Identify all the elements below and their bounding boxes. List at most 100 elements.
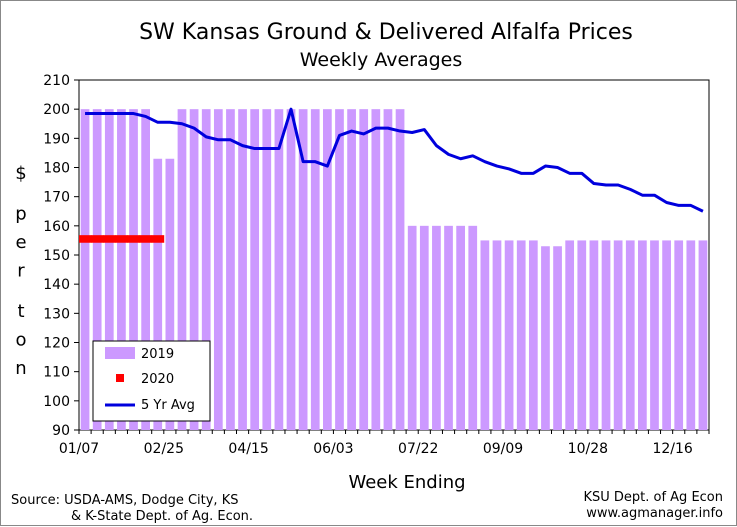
- bar-2019: [177, 109, 187, 431]
- bar-2019: [395, 109, 405, 431]
- bar-2020: [151, 235, 165, 243]
- bars-2020-group: [79, 235, 165, 243]
- bar-2019: [117, 109, 126, 431]
- legend-swatch-2020: [116, 374, 124, 382]
- bar-2019: [577, 240, 587, 430]
- bar-2020: [139, 235, 153, 243]
- bar-2019: [213, 109, 223, 431]
- bar-2019: [286, 109, 296, 431]
- legend-label-2020: 2020: [141, 372, 174, 387]
- legend: 2019 2020 5 Yr Avg: [92, 340, 211, 422]
- bar-2019: [468, 225, 478, 430]
- y-axis: 90 100 110 120 130 140 150 160 170 180 190 200 210: [43, 73, 79, 439]
- x-tick-label: 12/16: [652, 441, 692, 457]
- bar-2019: [335, 109, 344, 431]
- bar-2019: [141, 109, 150, 431]
- y-axis-label-glyph: n: [15, 358, 26, 379]
- x-tick-label: 09/09: [483, 441, 523, 457]
- bar-2019: [419, 225, 429, 430]
- legend-label-5yr: 5 Yr Avg: [141, 398, 195, 413]
- credit-line-1: KSU Dept. of Ag Econ: [583, 490, 723, 505]
- bar-2019: [189, 109, 199, 431]
- y-tick-label: 120: [43, 336, 70, 352]
- bar-2019: [310, 109, 320, 431]
- y-tick-label: 170: [43, 190, 70, 206]
- x-tick-label: 02/25: [144, 441, 184, 457]
- bar-2019: [528, 240, 538, 430]
- y-tick-label: 200: [43, 102, 70, 118]
- bar-2019: [80, 109, 90, 431]
- bar-2019: [686, 240, 696, 430]
- source-line-1: Source: USDA-AMS, Dodge City, KS: [11, 493, 238, 508]
- bar-2019: [613, 240, 623, 430]
- x-tick-label: 04/15: [228, 441, 268, 457]
- bar-2019: [553, 246, 562, 430]
- bar-2019: [638, 240, 647, 430]
- bar-2019: [104, 109, 114, 431]
- y-tick-label: 110: [43, 365, 70, 381]
- y-tick-label: 130: [43, 306, 70, 322]
- bar-2020: [127, 235, 140, 243]
- bar-2019: [504, 240, 514, 430]
- y-tick-label: 100: [43, 394, 70, 410]
- y-tick-label: 140: [43, 277, 70, 293]
- bar-2019: [153, 158, 163, 430]
- y-axis-label-glyph: e: [15, 232, 26, 253]
- bar-2019: [625, 240, 635, 430]
- legend-swatch-2019: [105, 347, 135, 359]
- chart-subtitle: Weekly Averages: [300, 49, 463, 71]
- bar-2019: [298, 109, 308, 431]
- y-axis-label-glyph: p: [15, 204, 26, 225]
- bars-2019-group: [80, 109, 708, 431]
- bar-2019: [662, 240, 671, 430]
- line-5yr-avg: [85, 107, 704, 213]
- bar-2019: [492, 240, 502, 430]
- y-tick-label: 210: [43, 73, 70, 89]
- bar-2019: [165, 158, 175, 430]
- bar-2019: [274, 109, 284, 431]
- x-axis: 01/07 02/25 04/15 06/03 07/22 09/09 10/28 12/16: [59, 430, 710, 457]
- x-tick-label: 01/07: [59, 441, 99, 457]
- y-tick-label: 180: [43, 161, 70, 177]
- y-axis-label-glyph: r: [17, 261, 25, 282]
- bar-2019: [323, 109, 332, 431]
- y-tick-label: 160: [43, 219, 70, 235]
- bar-2019: [480, 240, 490, 430]
- bar-2019: [516, 240, 526, 430]
- bar-2020: [103, 235, 116, 243]
- bar-2019: [250, 109, 260, 431]
- y-tick-label: 90: [52, 423, 70, 439]
- bar-2019: [201, 109, 211, 431]
- credit-line-2: www.agmanager.info: [586, 506, 723, 521]
- bar-2019: [371, 109, 381, 431]
- x-tick-label: 10/28: [568, 441, 608, 457]
- bar-2019: [541, 246, 550, 430]
- bar-2019: [432, 225, 441, 430]
- bar-2019: [262, 109, 272, 431]
- bar-2019: [92, 109, 102, 431]
- bar-2019: [456, 225, 465, 430]
- bar-2019: [347, 109, 356, 431]
- y-axis-label-glyph: t: [17, 301, 24, 322]
- bar-2019: [444, 225, 453, 430]
- x-tick-label: 07/22: [398, 441, 438, 457]
- bar-2019: [383, 109, 393, 431]
- chart-title: SW Kansas Ground & Delivered Alfalfa Pri…: [139, 20, 633, 45]
- bar-2020: [91, 235, 104, 243]
- legend-label-2019: 2019: [141, 347, 174, 362]
- y-tick-label: 150: [43, 248, 70, 264]
- y-tick-label: 190: [43, 131, 70, 147]
- bar-2019: [589, 240, 599, 430]
- bar-2019: [226, 109, 235, 431]
- bar-2019: [238, 109, 247, 431]
- bar-2019: [650, 240, 659, 430]
- y-axis-label-glyph: o: [15, 330, 26, 351]
- source-line-2: & K-State Dept. of Ag. Econ.: [71, 509, 253, 524]
- bar-2019: [129, 109, 138, 431]
- bar-2019: [601, 240, 611, 430]
- x-tick-label: 06/03: [313, 441, 353, 457]
- bar-2019: [565, 240, 575, 430]
